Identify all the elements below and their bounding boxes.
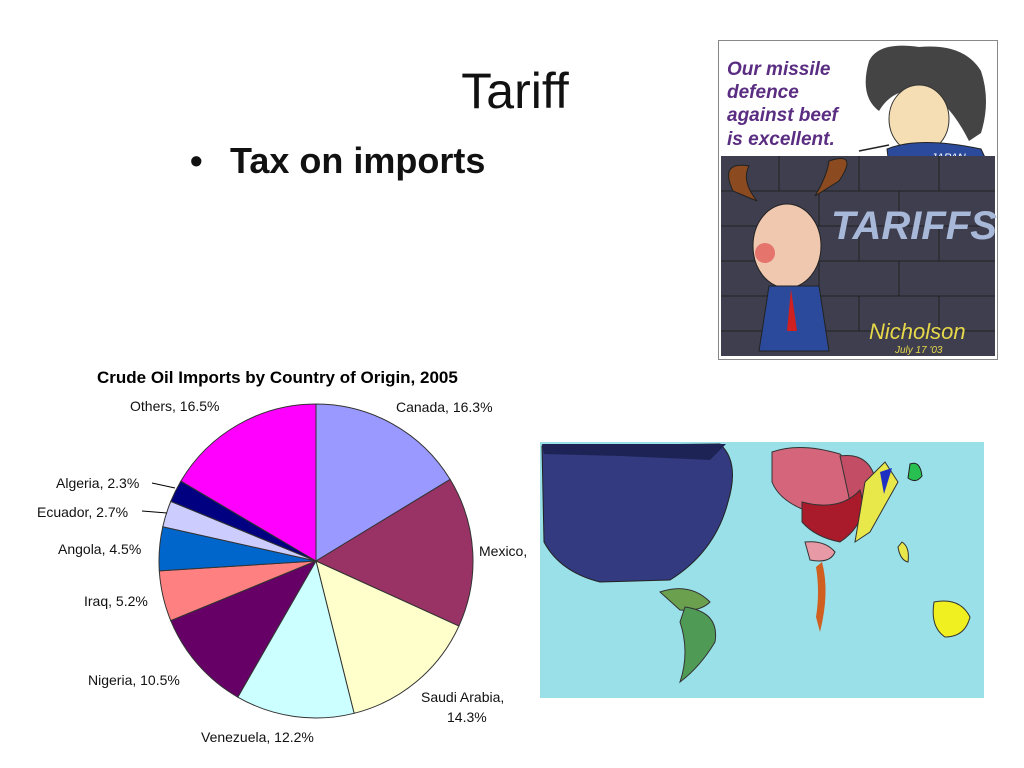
bullet-text: Tax on imports [230,140,486,181]
speech-line-1: Our missile [727,59,831,80]
pie-slice-canada [315,403,451,562]
speech-line-3: against beef [727,105,840,126]
cartoonist-signature: Nicholson [869,319,966,344]
pie-label-algeria: Algeria, 2.3% [56,475,139,491]
chart-title: Crude Oil Imports by Country of Origin, … [97,368,458,387]
cartogram-svg [540,442,984,698]
wall-text: TARIFFS [831,204,997,248]
cheek-blush [755,243,775,263]
hair-shape [865,45,986,141]
pie-slice-venezuela [237,559,355,719]
cartoon-drawing: Our missile defence against beef is exce… [721,45,997,356]
pie-label-saudi-arabia: Saudi Arabia, 14.3% [421,689,504,725]
pie-label-ecuador: Ecuador, 2.7% [37,504,128,520]
speech-line-2: defence [727,82,799,103]
speech-pointer [858,144,890,152]
map-region-japan [907,462,923,482]
pie-label-canada: Canada, 16.3% [396,399,493,415]
map-region-arctic [542,444,726,460]
pie-slice-saudi-arabia [315,560,460,714]
leader-line-ecuador [141,510,168,514]
slide-title: Tariff [461,63,569,119]
tariff-cartoon: Our missile defence against beef is exce… [718,40,998,360]
map-region-gulf [880,468,892,494]
speech-line-4: is excellent. [727,129,835,150]
bullet-item: • Tax on imports [190,140,485,182]
pie-slice-others [180,403,317,562]
map-region-africa-strip [816,562,826,632]
pie-label-mexico: Mexico, [479,543,527,559]
map-region-australia [932,600,971,638]
map-region-north-america [541,443,733,583]
tie-shape [787,289,797,331]
pie-label-nigeria: Nigeria, 10.5% [88,672,180,688]
right-horn [814,158,848,197]
pie-label-venezuela: Venezuela, 12.2% [201,729,314,745]
map-region-south-america [679,606,717,684]
left-horn [728,164,758,202]
pie-chart-svg: Crude Oil Imports by Country of Origin, … [37,368,527,745]
bullet-dot-icon: • [190,140,203,181]
pie-slice-mexico [314,478,474,627]
pie-slices [158,403,474,719]
pie-label-others: Others, 16.5% [130,398,220,414]
crude-oil-pie-chart: Crude Oil Imports by Country of Origin, … [20,355,540,755]
world-cartogram-map [540,442,984,698]
pie-leader-lines [141,482,176,514]
cartoon-speech: Our missile defence against beef is exce… [727,59,840,150]
map-region-southeast-asia [897,541,909,563]
cartoon-date: July 17 '03 [894,345,943,356]
pie-slice-nigeria [170,559,318,698]
pie-label-angola: Angola, 4.5% [58,541,141,557]
leader-line-algeria [151,482,176,489]
pie-label-iraq: Iraq, 5.2% [84,593,148,609]
map-region-north-africa [804,541,836,562]
